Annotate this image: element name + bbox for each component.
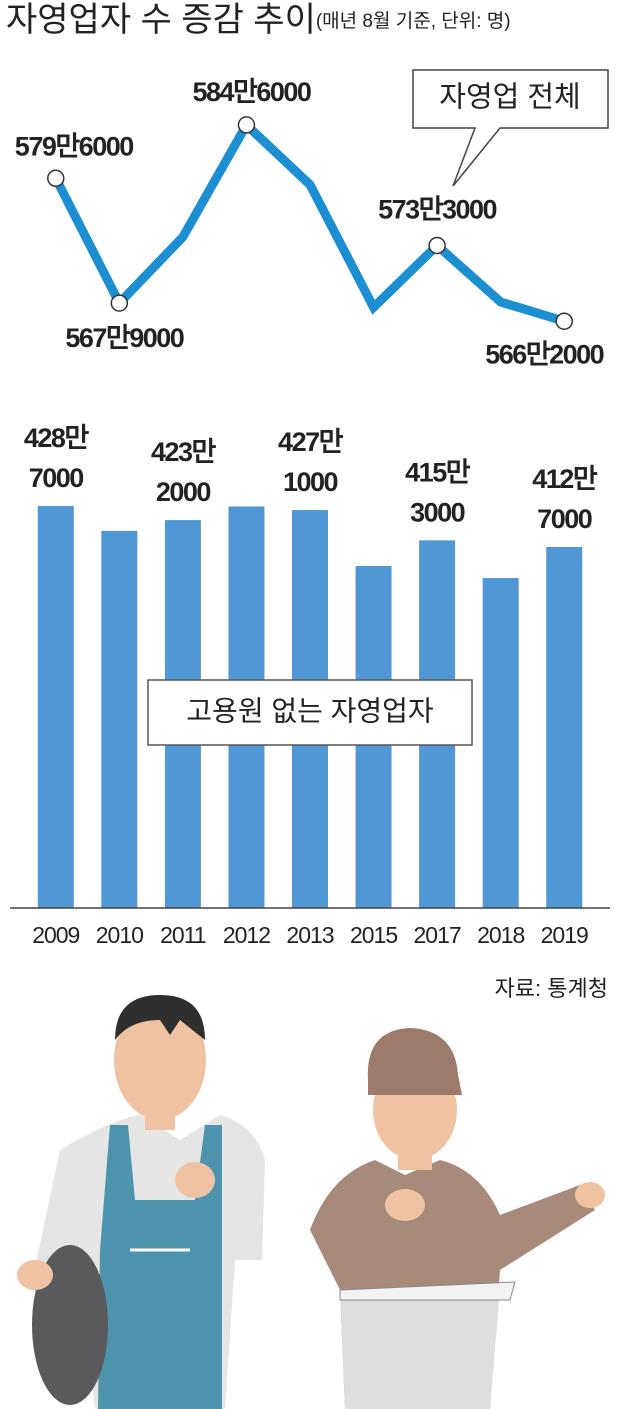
x-tick-label: 2015 xyxy=(350,922,397,948)
point-marker xyxy=(555,312,573,330)
hair xyxy=(115,995,205,1040)
data-label: 415만 xyxy=(405,457,471,487)
data-label: 566만2000 xyxy=(485,339,603,369)
x-tick-label: 2019 xyxy=(541,922,588,948)
data-label: 427만 xyxy=(278,427,344,457)
apron-string xyxy=(339,1281,516,1301)
plot-area: 579만6000 567만9000 584만6000 573만3000 566만2000… xyxy=(10,77,610,948)
data-label: 7000 xyxy=(29,463,84,493)
bar xyxy=(101,530,138,908)
data-label: 3000 xyxy=(410,497,465,527)
chart-subtitle: (매년 8월 기준, 단위: 명) xyxy=(316,10,511,32)
x-tick-label: 2010 xyxy=(96,922,143,948)
line xyxy=(51,117,566,326)
point-marker xyxy=(110,294,129,312)
illustration-right xyxy=(310,1028,605,1409)
point-marker xyxy=(428,236,446,255)
data-label: 412만 xyxy=(532,464,598,494)
tray xyxy=(32,1245,108,1405)
data-label: 573만3000 xyxy=(378,195,496,225)
x-tick-label: 2013 xyxy=(286,922,333,948)
x-tick-label: 2018 xyxy=(477,922,524,948)
x-tick-label: 2017 xyxy=(414,922,461,948)
head xyxy=(114,1000,206,1120)
annotation-box xyxy=(147,679,473,746)
data-label: 584만6000 xyxy=(192,77,310,107)
data-label: 567만9000 xyxy=(65,323,183,353)
bar xyxy=(546,547,583,908)
data-label: 7000 xyxy=(537,504,592,534)
x-tick-label: 2009 xyxy=(32,922,79,948)
data-label: 579만6000 xyxy=(15,131,133,161)
chart-title: 자영업자 수 증감 추이 xyxy=(6,1,316,39)
point-marker xyxy=(237,116,256,134)
hand xyxy=(575,1182,605,1208)
apron xyxy=(98,1125,222,1409)
bar-annotation: 고용원 없는 자영업자 xyxy=(186,695,433,726)
bar xyxy=(482,578,519,908)
x-tick-label: 2012 xyxy=(223,922,270,948)
data-label: 2000 xyxy=(156,477,211,507)
data-label: 1000 xyxy=(283,467,338,497)
apron xyxy=(340,1290,500,1409)
hat xyxy=(367,1028,462,1095)
title-line: 자영업자 수 증감 추이(매년 8월 기준, 단위: 명) xyxy=(6,1,511,39)
hand xyxy=(385,1189,425,1221)
point-marker xyxy=(47,169,65,188)
data-label: 423만 xyxy=(151,437,217,467)
hand xyxy=(17,1260,53,1290)
illustration-left xyxy=(17,995,265,1409)
bar xyxy=(37,505,74,908)
callout-box xyxy=(412,69,609,187)
hand xyxy=(175,1162,215,1198)
line-annotation: 자영업 전체 xyxy=(439,81,580,114)
source: 자료: 통계청 xyxy=(495,976,608,1001)
x-tick-label: 2011 xyxy=(160,922,206,948)
data-label: 428만 xyxy=(24,423,90,453)
